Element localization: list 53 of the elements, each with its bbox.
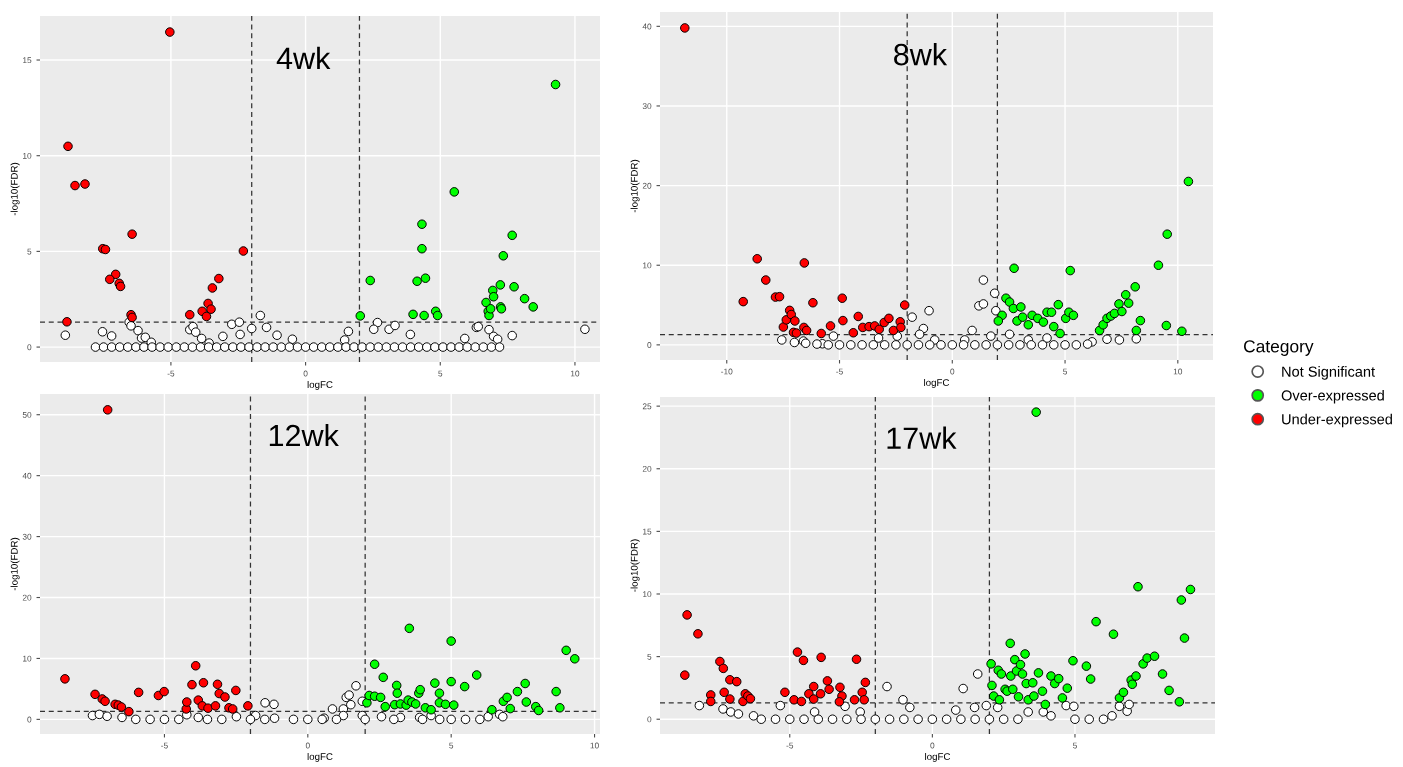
y-tick-label: 10 bbox=[23, 655, 32, 662]
y-tick-label: 25 bbox=[642, 403, 652, 410]
y-tick-label: 0 bbox=[27, 716, 32, 723]
annotation: 4wk bbox=[276, 46, 331, 69]
x-tick-label: 5 bbox=[1063, 368, 1068, 375]
y-tick-label: 50 bbox=[22, 411, 32, 418]
y-tick-label: 0 bbox=[647, 342, 652, 348]
annotation: 12wk bbox=[269, 423, 339, 447]
y-tick-label: 20 bbox=[22, 594, 32, 601]
x-tick-label: 5 bbox=[438, 370, 443, 377]
x-tick-label: -10 bbox=[721, 368, 733, 375]
y-tick-label: 0 bbox=[647, 716, 652, 723]
y-tick-label: 30 bbox=[22, 533, 32, 540]
legend-label: Over-expressed bbox=[1281, 389, 1384, 404]
x-tick-label: 0 bbox=[303, 370, 308, 377]
x-tick-label: -5 bbox=[786, 742, 794, 749]
x-axis-title: logFC bbox=[925, 752, 951, 762]
x-tick-label: 10 bbox=[1173, 368, 1183, 375]
annotation: 8wk bbox=[894, 43, 948, 66]
x-tick-label: 5 bbox=[449, 742, 454, 749]
y-tick-label: 10 bbox=[643, 262, 652, 269]
y-tick-label: 30 bbox=[642, 103, 652, 110]
x-tick-label: -5 bbox=[161, 742, 168, 749]
x-tick-label: 0 bbox=[305, 742, 310, 749]
x-axis-title: logFC bbox=[924, 378, 950, 388]
y-tick-label: 10 bbox=[643, 591, 652, 598]
x-tick-label: 0 bbox=[930, 742, 935, 749]
y-tick-label: 40 bbox=[22, 472, 32, 479]
legend-label: Under-expressed bbox=[1282, 413, 1392, 428]
y-axis-title: -log10(FDR) bbox=[10, 537, 20, 591]
y-tick-label: 20 bbox=[642, 465, 652, 472]
x-tick-label: -5 bbox=[836, 368, 843, 375]
y-tick-label: 5 bbox=[27, 248, 32, 255]
x-axis-title: logFC bbox=[307, 752, 333, 762]
x-tick-label: 10 bbox=[570, 370, 580, 377]
y-tick-label: 15 bbox=[643, 528, 652, 535]
y-axis-title: -log10(FDR) bbox=[630, 159, 640, 213]
y-tick-label: 10 bbox=[23, 152, 32, 159]
y-axis-title: -log10(FDR) bbox=[630, 539, 640, 592]
x-tick-label: 5 bbox=[1072, 742, 1077, 749]
x-tick-label: -5 bbox=[167, 370, 175, 377]
y-tick-label: 5 bbox=[647, 653, 652, 660]
x-tick-label: 0 bbox=[950, 368, 955, 375]
y-tick-label: 0 bbox=[27, 344, 32, 351]
y-axis-title: -log10(FDR) bbox=[10, 162, 20, 216]
y-tick-label: 20 bbox=[642, 182, 652, 189]
legend-title: Category bbox=[1244, 340, 1314, 356]
y-tick-label: 40 bbox=[642, 23, 652, 30]
x-axis-title: logFC bbox=[307, 380, 333, 390]
annotation: 17wk bbox=[887, 426, 957, 449]
x-tick-label: 10 bbox=[590, 742, 599, 749]
y-tick-label: 15 bbox=[23, 57, 32, 64]
legend-label: Not Significant bbox=[1282, 366, 1375, 380]
